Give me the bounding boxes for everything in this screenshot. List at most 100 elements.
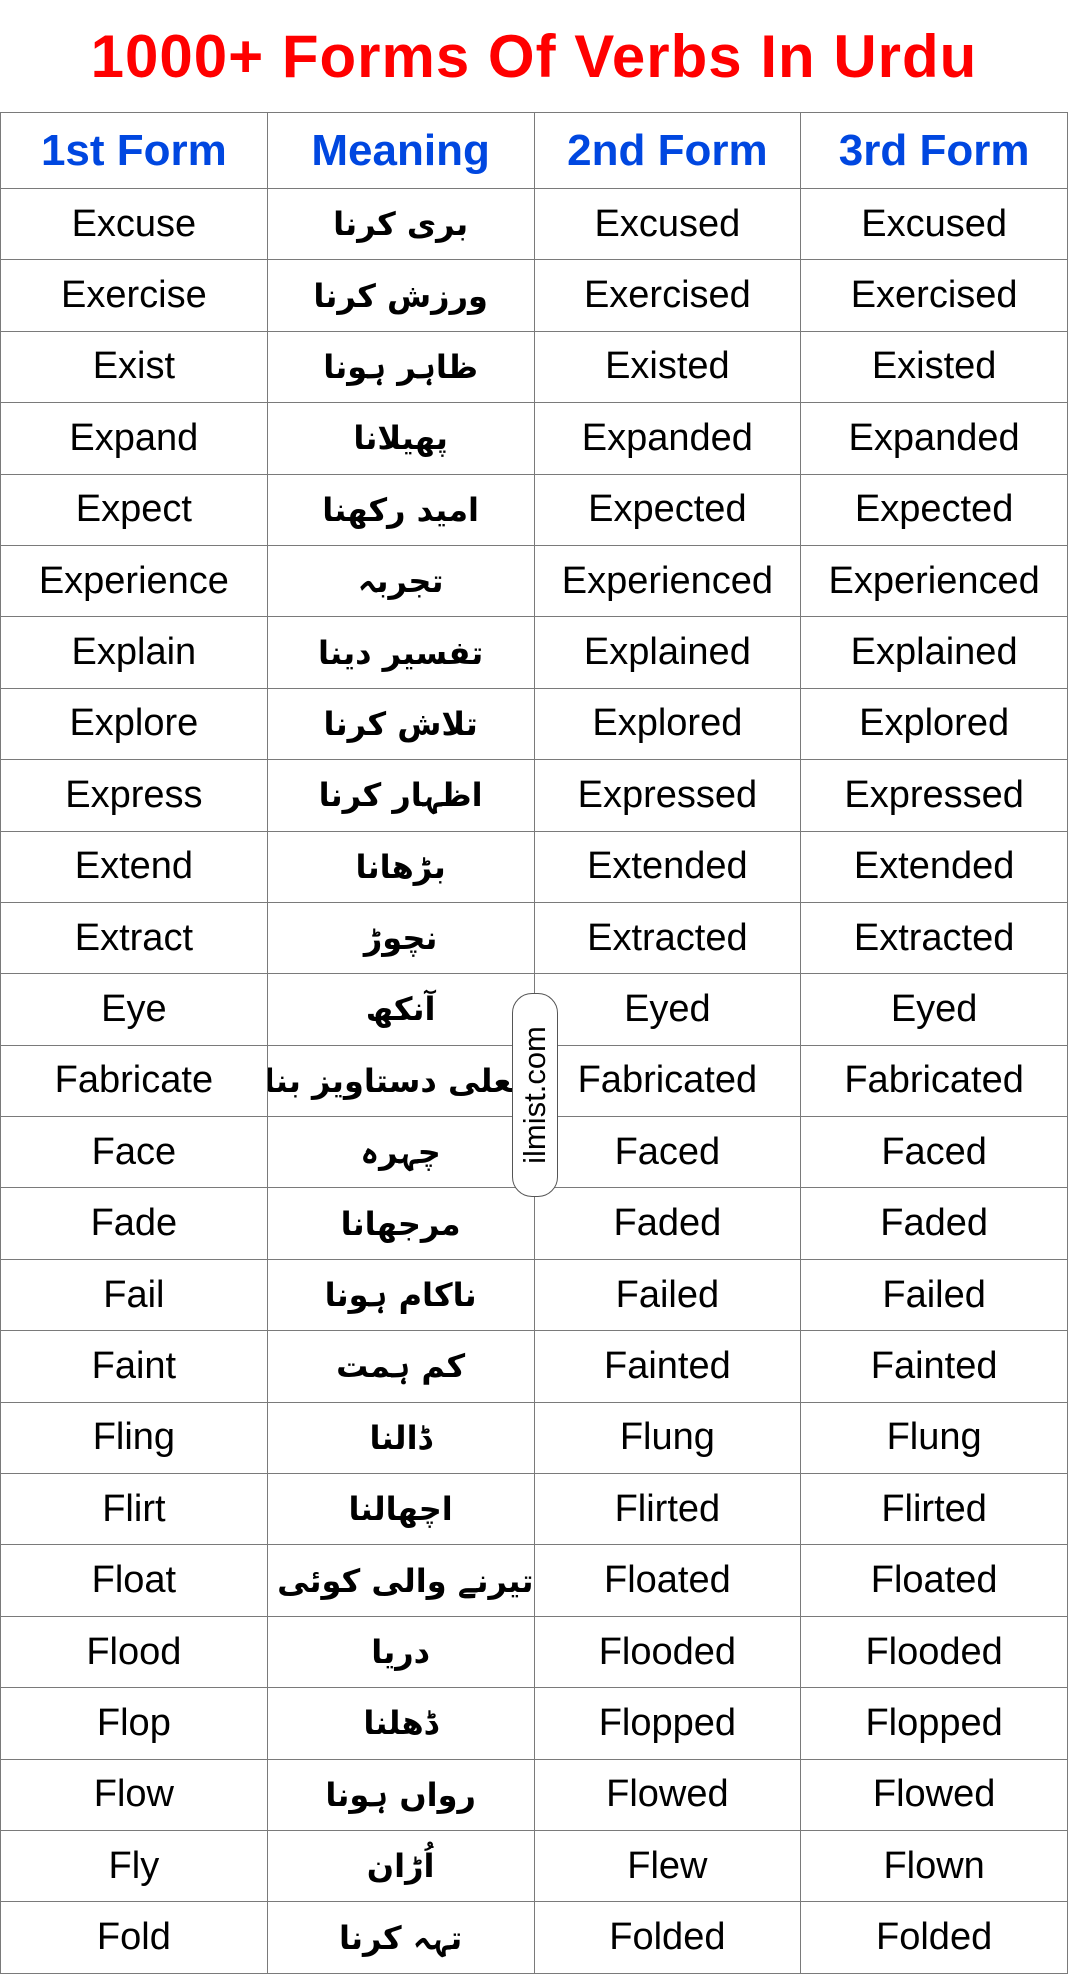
cell-2nd-form: Excused — [533, 187, 802, 261]
cell-1st-form: Eye — [0, 973, 268, 1046]
header-3rd-form: 3rd Form — [800, 112, 1068, 189]
table-row: Fold تہہ کرنا Folded Folded — [0, 1901, 1068, 1974]
cell-2nd-form: Flowed — [533, 1758, 802, 1831]
cell-2nd-form: Flirted — [533, 1473, 802, 1546]
cell-2nd-form: Existed — [533, 330, 802, 404]
cell-3rd-form: Folded — [800, 1901, 1068, 1974]
cell-3rd-form: Faced — [800, 1116, 1068, 1189]
table-row: Faint کم ہمت Fainted Fainted — [0, 1330, 1068, 1403]
cell-1st-form: Exercise — [0, 259, 268, 332]
verb-forms-table: 1st Form Meaning 2nd Form 3rd Form Excus… — [0, 112, 1068, 1974]
cell-2nd-form: Flooded — [533, 1615, 802, 1689]
cell-2nd-form: Expanded — [533, 402, 802, 475]
cell-3rd-form: Extracted — [800, 901, 1068, 975]
cell-3rd-form: Exercised — [800, 259, 1068, 332]
cell-3rd-form: Expanded — [800, 402, 1068, 475]
cell-3rd-form: Failed — [800, 1258, 1068, 1332]
cell-2nd-form: Floated — [533, 1544, 802, 1617]
cell-1st-form: Flood — [0, 1615, 268, 1689]
cell-1st-form: Express — [0, 759, 268, 832]
cell-3rd-form: Explained — [800, 616, 1068, 689]
cell-meaning: اظہار کرنا — [266, 759, 535, 832]
table-row: Explore تلاش کرنا Explored Explored — [0, 687, 1068, 761]
table-row: Flow رواں ہونا Flowed Flowed — [0, 1758, 1068, 1831]
cell-meaning: جعلی دستاویز بنانا — [266, 1044, 535, 1118]
cell-3rd-form: Flowed — [800, 1758, 1068, 1831]
cell-meaning: چہرہ — [266, 1116, 535, 1189]
cell-meaning: امید رکھنا — [266, 473, 535, 546]
cell-meaning: مرجھانا — [266, 1187, 535, 1260]
cell-1st-form: Fling — [0, 1401, 268, 1475]
table-row: Extend بڑھانا Extended Extended — [0, 830, 1068, 903]
cell-meaning: تفسیر دینا — [266, 616, 535, 689]
cell-meaning: کم ہمت — [266, 1330, 535, 1403]
cell-1st-form: Fold — [0, 1901, 268, 1974]
cell-1st-form: Float — [0, 1544, 268, 1617]
cell-meaning: ناکام ہونا — [266, 1258, 535, 1332]
cell-meaning: اُڑان — [266, 1829, 535, 1903]
cell-1st-form: Face — [0, 1116, 268, 1189]
cell-meaning: ظاہر ہونا — [266, 330, 535, 404]
cell-meaning: بری کرنا — [266, 187, 535, 261]
cell-1st-form: Flirt — [0, 1473, 268, 1546]
cell-3rd-form: Flown — [800, 1829, 1068, 1903]
cell-meaning: اچھالنا — [266, 1473, 535, 1546]
table-row: Expect امید رکھنا Expected Expected — [0, 473, 1068, 546]
cell-3rd-form: Eyed — [800, 973, 1068, 1046]
cell-1st-form: Expand — [0, 402, 268, 475]
cell-meaning: ڈھلنا — [266, 1687, 535, 1760]
cell-1st-form: Fly — [0, 1829, 268, 1903]
cell-2nd-form: Expressed — [533, 759, 802, 832]
cell-3rd-form: Extended — [800, 830, 1068, 903]
table-row: Fling ڈالنا Flung Flung — [0, 1401, 1068, 1475]
cell-1st-form: Extract — [0, 901, 268, 975]
cell-1st-form: Explore — [0, 687, 268, 761]
table-row: Exercise ورزش کرنا Exercised Exercised — [0, 259, 1068, 332]
table-row: Eye آنکھ Eyed Eyed — [0, 973, 1068, 1046]
cell-2nd-form: Expected — [533, 473, 802, 546]
cell-1st-form: Excuse — [0, 187, 268, 261]
cell-meaning: پھیلانا — [266, 402, 535, 475]
cell-3rd-form: Fainted — [800, 1330, 1068, 1403]
table-row: Express اظہار کرنا Expressed Expressed — [0, 759, 1068, 832]
cell-3rd-form: Experienced — [800, 544, 1068, 618]
cell-1st-form: Flop — [0, 1687, 268, 1760]
table-row: Exist ظاہر ہونا Existed Existed — [0, 330, 1068, 404]
cell-2nd-form: Folded — [533, 1901, 802, 1974]
cell-meaning: دریا — [266, 1615, 535, 1689]
cell-2nd-form: Failed — [533, 1258, 802, 1332]
cell-2nd-form: Extracted — [533, 901, 802, 975]
cell-meaning: تجربہ — [266, 544, 535, 618]
cell-meaning: ورزش کرنا — [266, 259, 535, 332]
table-row: Fail ناکام ہونا Failed Failed — [0, 1258, 1068, 1332]
cell-2nd-form: Extended — [533, 830, 802, 903]
cell-3rd-form: Faded — [800, 1187, 1068, 1260]
cell-1st-form: Experience — [0, 544, 268, 618]
header-meaning: Meaning — [266, 112, 535, 189]
cell-1st-form: Extend — [0, 830, 268, 903]
cell-2nd-form: Explored — [533, 687, 802, 761]
table-row: Flirt اچھالنا Flirted Flirted — [0, 1473, 1068, 1546]
cell-2nd-form: Eyed — [533, 973, 802, 1046]
cell-3rd-form: Flooded — [800, 1615, 1068, 1689]
cell-2nd-form: Fainted — [533, 1330, 802, 1403]
cell-2nd-form: Experienced — [533, 544, 802, 618]
cell-meaning: رواں ہونا — [266, 1758, 535, 1831]
cell-1st-form: Fabricate — [0, 1044, 268, 1118]
cell-3rd-form: Expressed — [800, 759, 1068, 832]
cell-1st-form: Faint — [0, 1330, 268, 1403]
cell-2nd-form: Flopped — [533, 1687, 802, 1760]
cell-meaning: تہہ کرنا — [266, 1901, 535, 1974]
cell-1st-form: Fail — [0, 1258, 268, 1332]
cell-3rd-form: Fabricated — [800, 1044, 1068, 1118]
watermark-badge: ilmist.com — [512, 993, 558, 1197]
cell-2nd-form: Faced — [533, 1116, 802, 1189]
cell-meaning: ڈالنا — [266, 1401, 535, 1475]
table-row: Face چہرہ Faced Faced — [0, 1116, 1068, 1189]
cell-3rd-form: Floated — [800, 1544, 1068, 1617]
cell-2nd-form: Faded — [533, 1187, 802, 1260]
table-header-row: 1st Form Meaning 2nd Form 3rd Form — [0, 112, 1068, 189]
table-row: Excuse بری کرنا Excused Excused — [0, 187, 1068, 261]
cell-meaning: تلاش کرنا — [266, 687, 535, 761]
